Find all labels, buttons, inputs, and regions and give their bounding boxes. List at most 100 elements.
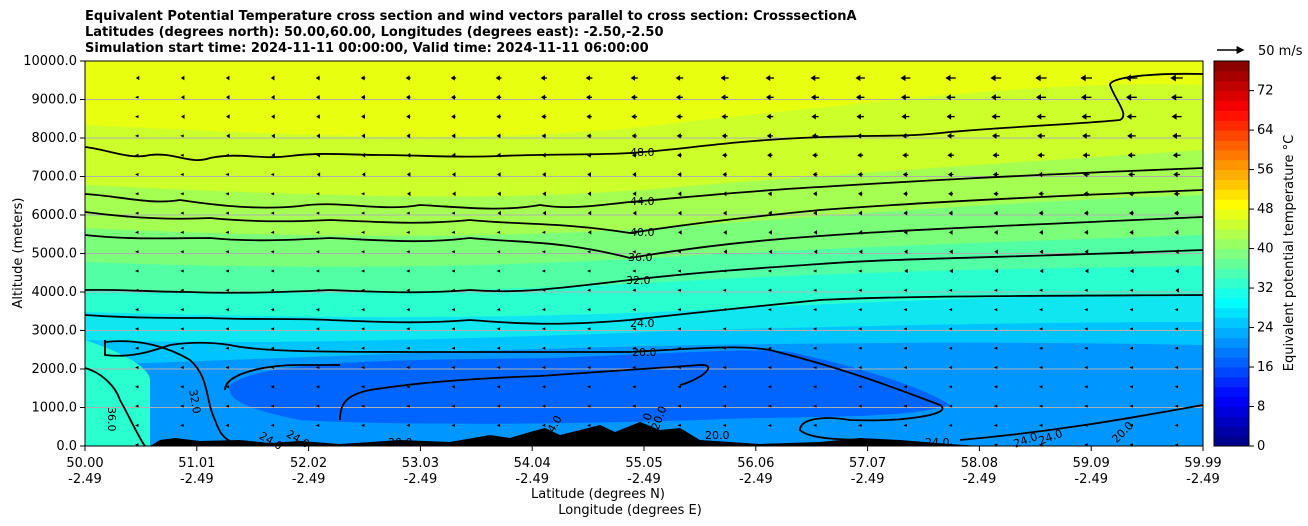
wind-vector-head: [135, 308, 139, 312]
wind-vector-head: [722, 404, 727, 408]
wind-vector: [451, 152, 456, 158]
wind-vector-head: [1038, 191, 1043, 197]
wind-vector-head: [722, 152, 727, 158]
wind-vector: [361, 211, 365, 215]
wind-vector-head: [496, 288, 501, 292]
wind-vector: [361, 250, 365, 254]
wind-vector: [1129, 288, 1133, 292]
wind-vector-head: [587, 346, 591, 350]
wind-vector: [1039, 288, 1043, 292]
wind-vector-head: [315, 211, 320, 215]
wind-vector-head: [225, 443, 229, 446]
wind-vector: [361, 385, 365, 389]
wind-vector: [587, 443, 591, 446]
wind-vector: [948, 385, 953, 389]
wind-vector: [677, 288, 681, 292]
colorbar-segment: [1214, 416, 1249, 427]
wind-vector-head: [180, 95, 185, 100]
wind-vector-head: [361, 133, 366, 139]
wind-vector-head: [135, 269, 139, 273]
wind-vector: [1037, 171, 1045, 178]
wind-vector-head: [722, 385, 727, 389]
wind-vector-head: [406, 423, 410, 427]
wind-vector-head: [270, 443, 275, 446]
wind-vector-head: [813, 269, 817, 273]
wind-vector: [270, 250, 275, 254]
wind-vector: [1174, 229, 1179, 235]
wind-vector-head: [993, 443, 998, 446]
wind-vector-head: [270, 192, 275, 196]
wind-vector: [767, 346, 772, 350]
wind-vector-head: [722, 327, 727, 331]
wind-vector: [406, 443, 410, 446]
wind-vector-head: [406, 172, 411, 177]
wind-vector-head: [496, 423, 501, 427]
wind-vector: [1125, 74, 1138, 82]
wind-vector: [361, 327, 365, 331]
wind-vector-head: [722, 210, 727, 216]
wind-vector: [1039, 268, 1044, 274]
wind-vector: [1039, 249, 1044, 255]
wind-vector: [225, 230, 229, 234]
colorbar-segment: [1214, 406, 1249, 417]
wind-vector-head: [271, 114, 275, 119]
wind-vector: [407, 191, 411, 197]
wind-vector-head: [767, 152, 772, 158]
wind-vector: [316, 172, 321, 177]
wind-vector-head: [857, 171, 862, 178]
colorbar-tick-label: 16: [1257, 360, 1274, 375]
wind-vector-head: [541, 308, 546, 312]
wind-vector-head: [990, 74, 996, 82]
colorbar-segment: [1214, 218, 1249, 230]
x-tick-label-lat: 54.04: [514, 456, 551, 471]
wind-vector-head: [316, 114, 320, 119]
wind-vector: [722, 327, 727, 331]
wind-vector-head: [858, 404, 862, 408]
wind-vector: [1084, 308, 1088, 312]
wind-vector: [541, 327, 546, 331]
wind-vector-head: [677, 152, 681, 158]
contour-lines: [85, 72, 1203, 446]
wind-vector: [360, 94, 366, 100]
wind-vector-head: [676, 133, 681, 139]
contour-label: 40.0: [630, 226, 655, 239]
wind-vector: [135, 153, 139, 157]
wind-vector: [722, 385, 727, 389]
wind-vector: [1084, 385, 1088, 389]
wind-vector-head: [406, 152, 411, 158]
wind-vector-head: [180, 211, 184, 215]
wind-vector: [723, 249, 727, 254]
wind-vector-head: [1084, 366, 1088, 369]
wind-vector: [361, 346, 365, 350]
wind-vector: [630, 94, 638, 101]
wind-vector: [270, 327, 275, 331]
wind-vector: [451, 230, 455, 234]
y-tick-label: 5000.0: [32, 247, 78, 262]
wind-vector-head: [904, 268, 908, 274]
wind-vector: [451, 346, 455, 350]
wind-vector: [677, 346, 681, 350]
wind-vector-head: [1039, 366, 1043, 369]
wind-vector-head: [180, 269, 184, 273]
wind-vector: [180, 288, 184, 292]
quiver-key: 50 m/s: [1217, 44, 1303, 59]
wind-vector-head: [316, 133, 320, 139]
wind-vector: [721, 133, 728, 139]
wind-vector: [949, 268, 953, 274]
wind-vector: [722, 366, 727, 369]
wind-vector: [225, 211, 229, 215]
wind-vector-head: [813, 423, 817, 427]
wind-vector: [993, 327, 998, 331]
wind-vector-head: [541, 250, 546, 254]
wind-vector-head: [813, 210, 817, 216]
wind-vector: [813, 443, 817, 446]
wind-vector: [1170, 93, 1183, 101]
wind-vector-head: [858, 385, 862, 389]
wind-vector: [406, 308, 410, 312]
wind-vector: [858, 443, 862, 446]
wind-vector-head: [901, 113, 907, 120]
wind-vector: [225, 404, 229, 408]
contour-label: 20.0: [506, 436, 531, 449]
wind-vector: [541, 133, 547, 139]
wind-vector-head: [587, 327, 591, 331]
